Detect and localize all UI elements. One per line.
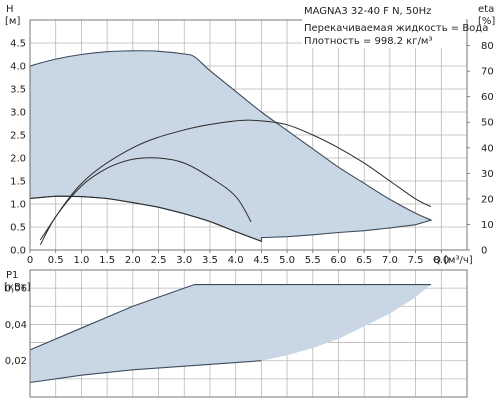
operating-range-area xyxy=(29,50,433,243)
y-tick-label: 3.0 xyxy=(10,108,26,119)
power-tick-label: 0,02 xyxy=(5,356,27,367)
y2-tick-label: 20 xyxy=(481,194,494,205)
y-tick-label: 1.5 xyxy=(10,177,26,188)
chart-title: MAGNA3 32-40 F N, 50Hz xyxy=(304,6,431,17)
x-tick-label: 6.5 xyxy=(356,255,372,266)
y-tick-label: 0.0 xyxy=(10,246,26,257)
y2-tick-label: 30 xyxy=(481,169,494,180)
x-tick-label: 8.0 xyxy=(433,255,449,266)
y-tick-label: 2.5 xyxy=(10,131,26,142)
x-tick-label: 6.0 xyxy=(331,255,347,266)
top-y-ticks: 0.0 0.5 1.0 1.5 2.0 2.5 3.0 3.5 4.0 4.5 xyxy=(10,39,26,257)
bottom-plot-frame xyxy=(29,269,468,398)
x-tick-label: 3.5 xyxy=(202,255,218,266)
x-tick-label: 4.0 xyxy=(228,255,244,266)
bottom-y-ticks: 0,02 0,04 0,06 xyxy=(5,284,27,368)
y2-tick-label: 80 xyxy=(481,41,494,52)
x-tick-label: 3.0 xyxy=(176,255,192,266)
power-band-fill xyxy=(30,284,431,383)
top-y2-ticks: 0 10 20 30 40 50 60 70 80 xyxy=(467,41,494,257)
head-axis-name: H xyxy=(6,4,14,15)
head-axis-unit: [м] xyxy=(5,16,20,27)
x-tick-label: 2.0 xyxy=(125,255,141,266)
y-tick-label: 0.5 xyxy=(10,223,26,234)
fluid-annotation: Перекачиваемая жидкость = Вода xyxy=(304,23,488,34)
y2-tick-label: 70 xyxy=(481,67,494,78)
legend-background xyxy=(302,18,466,48)
power-axis-name: P1 xyxy=(6,270,18,281)
x-tick-label: 5.0 xyxy=(279,255,295,266)
power-tick-label: 0,06 xyxy=(5,284,27,295)
title-background xyxy=(302,5,466,16)
y2-tick-label: 40 xyxy=(481,143,494,154)
top-x-ticks: 0 0.5 1.0 1.5 2.0 2.5 3.0 3.5 4.0 4.5 5.0 5.5 6.0 6.5… xyxy=(27,250,449,266)
x-tick-label: 1.0 xyxy=(73,255,89,266)
y-tick-label: 4.5 xyxy=(10,39,26,50)
y2-tick-label: 0 xyxy=(481,246,487,257)
y-tick-label: 2.0 xyxy=(10,154,26,165)
efficiency-curve-2 xyxy=(39,119,432,241)
y-tick-label: 1.0 xyxy=(10,200,26,211)
head-curve-0 xyxy=(29,195,262,242)
power-min-line xyxy=(29,360,262,384)
y2-tick-label: 10 xyxy=(481,220,494,231)
x-tick-label: 5.5 xyxy=(305,255,321,266)
y2-tick-label: 60 xyxy=(481,92,494,103)
power-axis-unit: [кВт] xyxy=(4,282,31,293)
eta-axis-name: eta xyxy=(478,4,494,15)
efficiency-curve-1 xyxy=(39,157,252,246)
x-tick-label: 7.0 xyxy=(382,255,398,266)
y2-tick-label: 50 xyxy=(481,118,494,129)
x-tick-label: 2.5 xyxy=(151,255,167,266)
top-curves xyxy=(29,119,432,246)
x-tick-label: 0 xyxy=(27,255,33,266)
power-max-line xyxy=(29,283,432,351)
y-tick-label: 3.5 xyxy=(10,85,26,96)
top-operating-range xyxy=(29,50,433,243)
x-tick-label: 0.5 xyxy=(48,255,64,266)
flow-axis-unit: [м³/ч] xyxy=(444,255,473,266)
x-tick-label: 7.5 xyxy=(408,255,424,266)
bottom-power-band xyxy=(29,283,432,384)
x-tick-label: 4.5 xyxy=(253,255,269,266)
y-tick-label: 4.0 xyxy=(10,62,26,73)
flow-axis-name: Q xyxy=(433,255,441,266)
x-tick-label: 1.5 xyxy=(99,255,115,266)
density-annotation: Плотность = 998.2 кг/м³ xyxy=(304,36,433,47)
power-tick-label: 0,04 xyxy=(5,320,27,331)
top-plot-frame xyxy=(29,19,468,251)
eta-axis-unit: [%] xyxy=(478,16,495,27)
